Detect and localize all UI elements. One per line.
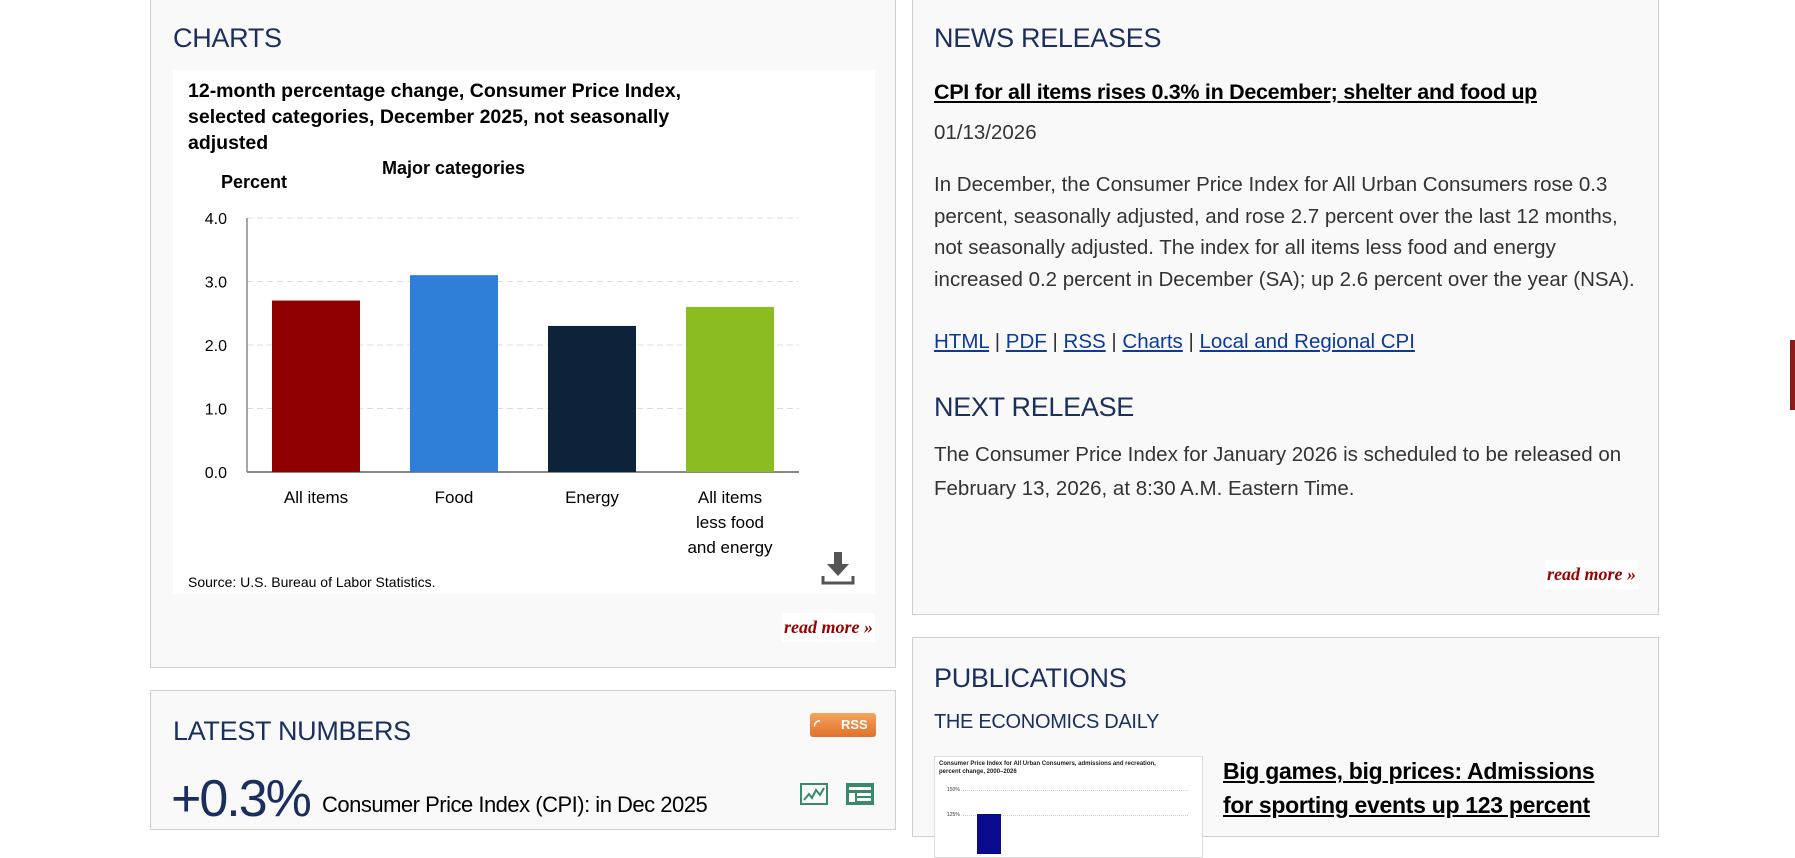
separator: | <box>994 330 1001 353</box>
latest-value: +0.3% <box>171 770 312 828</box>
bar-chart: Major categories Percent 0.0 1.0 2.0 3.0 4.0… <box>188 158 799 590</box>
side-marker <box>1790 340 1795 410</box>
separator: | <box>1052 330 1058 353</box>
news-summary: In December, the Consumer Price Index fo… <box>934 173 1635 291</box>
category-label: Food <box>435 488 474 507</box>
publications-heading: PUBLICATIONS <box>934 663 1127 693</box>
bar-2 <box>410 275 498 472</box>
news-releases-panel: NEWS RELEASES CPI for all items rises 0.… <box>912 0 1659 615</box>
bar-3 <box>548 325 636 472</box>
chart-source: Source: U.S. Bureau of Labor Statistics. <box>188 574 435 590</box>
charts-link[interactable]: Charts <box>1122 330 1183 353</box>
rss-button[interactable]: ◜ RSS <box>810 713 876 737</box>
article-thumbnail[interactable]: Consumer Price Index for All Urban Consu… <box>934 756 1203 858</box>
category-label: and energy <box>687 538 773 557</box>
chart-title: 12-month percentage change, Consumer Pri… <box>188 80 682 154</box>
rss-link[interactable]: RSS <box>1063 330 1106 353</box>
y-axis-label: Percent <box>221 172 287 192</box>
chart-icon[interactable] <box>800 783 828 805</box>
thumbnail-bar <box>977 814 1001 854</box>
news-links: HTML | PDF | RSS | Charts | Local and Re… <box>934 326 1415 358</box>
rss-label: RSS <box>841 717 868 732</box>
charts-heading: CHARTS <box>173 23 282 53</box>
pdf-link[interactable]: PDF <box>1005 330 1047 353</box>
thumbnail-tick: 125% <box>947 812 960 818</box>
thumbnail-gridline <box>963 815 1188 816</box>
separator: | <box>1111 330 1117 353</box>
category-label: Energy <box>565 488 619 507</box>
thumbnail-title: Consumer Price Index for All Urban Consu… <box>939 761 1156 775</box>
chart-container[interactable]: 12-month percentage change, Consumer Pri… <box>173 70 875 594</box>
bar-1 <box>272 300 360 472</box>
separator: | <box>1188 330 1194 353</box>
thumbnail-gridline <box>963 790 1188 791</box>
economics-daily-subheading: THE ECONOMICS DAILY <box>934 711 1160 733</box>
table-icon[interactable] <box>846 783 874 805</box>
news-read-more-link[interactable]: read more » <box>1545 560 1638 589</box>
chart-subtitle: Major categories <box>382 158 525 178</box>
latest-numbers-heading: LATEST NUMBERS <box>173 716 411 746</box>
y-tick-label: 1.0 <box>205 402 227 419</box>
y-tick-label: 3.0 <box>205 275 227 292</box>
article-title-link[interactable]: Big games, big prices: Admissions for sp… <box>1223 758 1595 818</box>
news-headline-link[interactable]: CPI for all items rises 0.3% in December… <box>934 80 1537 104</box>
download-icon[interactable] <box>821 550 855 586</box>
category-label: All items <box>698 488 762 507</box>
latest-numbers-panel: LATEST NUMBERS ◜ RSS +0.3% Consumer Pric… <box>150 690 896 830</box>
y-tick-label: 4.0 <box>205 211 227 228</box>
bar-4 <box>686 306 774 472</box>
rss-icon: ◜ <box>814 717 820 734</box>
y-tick-label: 2.0 <box>205 338 227 355</box>
news-releases-heading: NEWS RELEASES <box>934 23 1162 53</box>
html-link[interactable]: HTML <box>934 330 990 353</box>
next-release-text: The Consumer Price Index for January 202… <box>934 443 1622 500</box>
latest-description[interactable]: Consumer Price Index (CPI): in Dec 2025 <box>322 792 708 817</box>
category-label: All items <box>284 488 348 507</box>
thumbnail-tick: 150% <box>947 787 960 793</box>
charts-panel: CHARTS 12-month percentage change, Consu… <box>150 0 896 668</box>
charts-read-more-link[interactable]: read more » <box>782 613 875 642</box>
category-label: less food <box>696 513 764 532</box>
news-date: 01/13/2026 <box>934 121 1037 144</box>
publications-panel: PUBLICATIONS THE ECONOMICS DAILY Consume… <box>912 637 1659 858</box>
next-release-heading: NEXT RELEASE <box>934 392 1134 422</box>
local-regional-cpi-link[interactable]: Local and Regional CPI <box>1199 330 1415 353</box>
y-tick-label: 0.0 <box>205 465 227 482</box>
